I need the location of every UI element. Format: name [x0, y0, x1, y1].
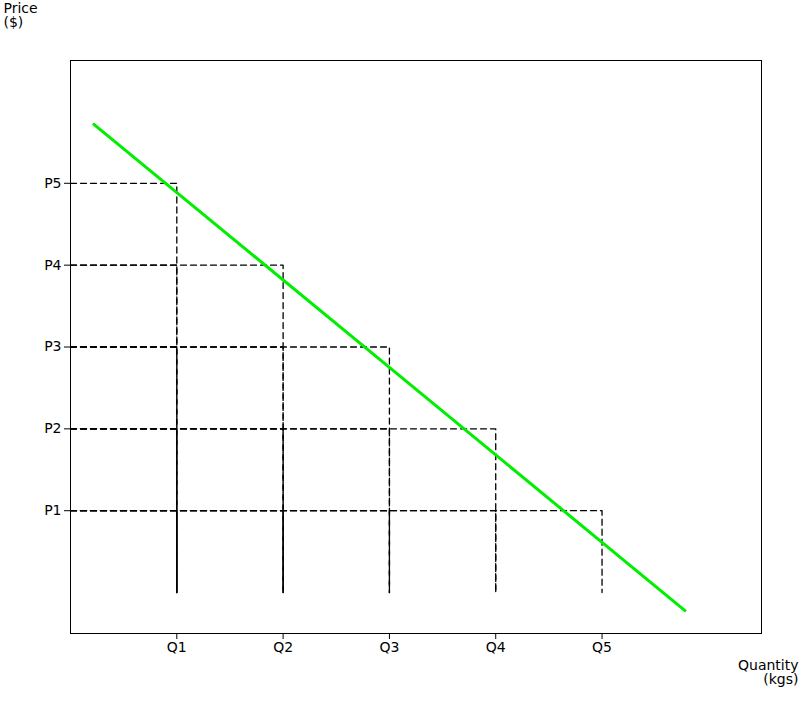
svg-text:Q1: Q1	[167, 639, 187, 655]
svg-text:Quantity(kgs): Quantity(kgs)	[738, 657, 799, 687]
svg-text:P4: P4	[44, 257, 61, 273]
svg-text:Q4: Q4	[486, 639, 506, 655]
svg-text:P1: P1	[44, 502, 61, 518]
svg-text:P3: P3	[44, 338, 61, 354]
svg-text:Q2: Q2	[273, 639, 293, 655]
svg-text:Price($): Price($)	[4, 0, 38, 30]
svg-text:P5: P5	[44, 175, 61, 191]
svg-text:Q5: Q5	[592, 639, 612, 655]
svg-text:P2: P2	[44, 420, 61, 436]
svg-text:Q3: Q3	[379, 639, 399, 655]
